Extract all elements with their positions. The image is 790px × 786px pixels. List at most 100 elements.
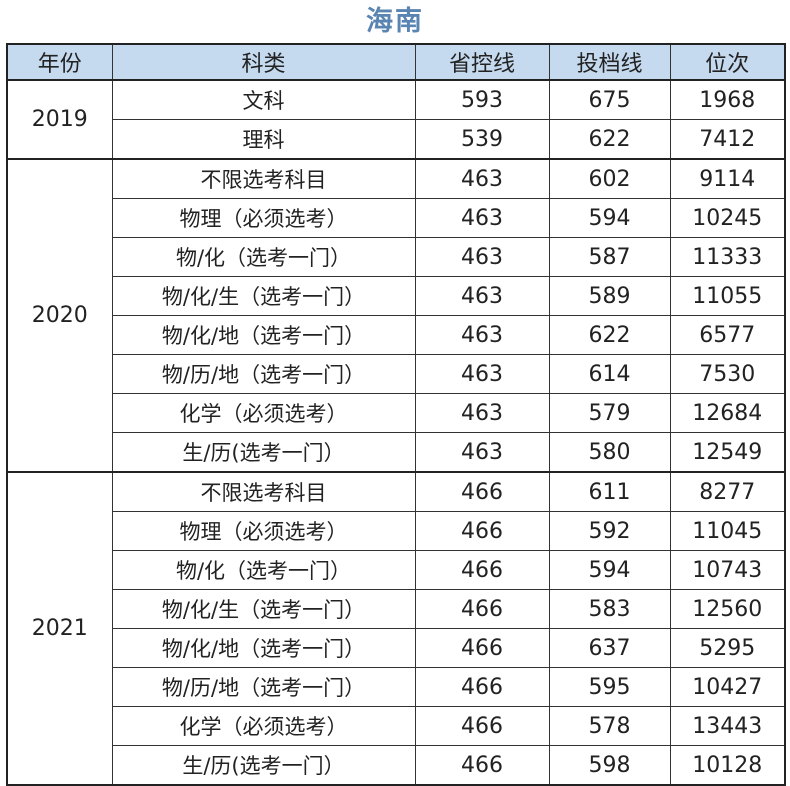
cutoff-line-cell: 580	[548, 432, 671, 473]
provincial-line-cell: 463	[414, 354, 550, 394]
cutoff-line-cell: 602	[548, 158, 671, 199]
rank-cell: 12560	[669, 589, 786, 629]
provincial-line-cell: 463	[414, 393, 550, 433]
provincial-line-cell: 466	[414, 471, 550, 512]
category-cell: 物/化/生（选考一门）	[111, 589, 416, 629]
rank-cell: 10427	[669, 667, 786, 707]
rank-cell: 9114	[669, 158, 786, 199]
table-row: 物/化/生（选考一门） 466 583 12560	[7, 589, 786, 629]
provincial-line-cell: 463	[414, 432, 550, 473]
provincial-line-cell: 466	[414, 628, 550, 668]
cutoff-line-cell: 587	[548, 237, 671, 277]
year-cell: 2020	[6, 158, 113, 473]
category-cell: 不限选考科目	[111, 158, 416, 199]
admission-score-table: 年份 科类 省控线 投档线 位次 2019 文科 593 675 1968 理科 539 62…	[6, 43, 786, 786]
cutoff-line-cell: 589	[548, 276, 671, 316]
provincial-line-cell: 463	[414, 237, 550, 277]
table-row: 化学（必须选考） 463 579 12684	[7, 393, 786, 433]
rank-cell: 12684	[669, 393, 786, 433]
table-row: 物/化/地（选考一门） 463 622 6577	[7, 315, 786, 355]
rank-cell: 1968	[669, 79, 786, 120]
table-body: 2019 文科 593 675 1968 理科 539 622 7412 2020 不限选考科目 46…	[6, 79, 786, 786]
table-row: 2020 不限选考科目 463 602 9114	[6, 158, 786, 473]
rank-cell: 7530	[669, 354, 786, 394]
category-cell: 物/化（选考一门）	[111, 550, 416, 590]
rank-cell: 11045	[669, 511, 786, 551]
cutoff-line-cell: 622	[548, 315, 671, 355]
cutoff-line-cell: 595	[548, 667, 671, 707]
cutoff-line-cell: 583	[548, 589, 671, 629]
year-cell: 2019	[6, 79, 113, 160]
header-category: 科类	[111, 43, 416, 81]
table-row: 物/化（选考一门） 466 594 10743	[7, 550, 786, 590]
header-year: 年份	[6, 43, 113, 81]
category-cell: 物/化/地（选考一门）	[111, 315, 416, 355]
cutoff-line-cell: 594	[548, 198, 671, 238]
table-row: 物理（必须选考） 463 594 10245	[7, 198, 786, 238]
rank-cell: 6577	[669, 315, 786, 355]
rank-cell: 11333	[669, 237, 786, 277]
category-cell: 文科	[111, 79, 416, 120]
table-row: 生/历(选考一门） 466 598 10128	[7, 745, 786, 786]
rank-cell: 11055	[669, 276, 786, 316]
category-cell: 生/历(选考一门）	[111, 432, 416, 473]
rank-cell: 7412	[669, 119, 786, 160]
header-cutoff-line: 投档线	[548, 43, 671, 81]
rank-cell: 8277	[669, 471, 786, 512]
category-cell: 化学（必须选考）	[111, 706, 416, 746]
category-cell: 化学（必须选考）	[111, 393, 416, 433]
table-row: 物/历/地（选考一门） 466 595 10427	[7, 667, 786, 707]
cutoff-line-cell: 579	[548, 393, 671, 433]
provincial-line-cell: 466	[414, 667, 550, 707]
category-cell: 物/历/地（选考一门）	[111, 354, 416, 394]
category-cell: 物/化（选考一门）	[111, 237, 416, 277]
table-row: 生/历(选考一门） 463 580 12549	[7, 432, 786, 473]
rank-cell: 10743	[669, 550, 786, 590]
table-header-row: 年份 科类 省控线 投档线 位次	[6, 43, 786, 81]
category-cell: 物理（必须选考）	[111, 511, 416, 551]
cutoff-line-cell: 622	[548, 119, 671, 160]
table-row: 物/化（选考一门） 463 587 11333	[7, 237, 786, 277]
category-cell: 物/化/地（选考一门）	[111, 628, 416, 668]
rank-cell: 10128	[669, 745, 786, 786]
cutoff-line-cell: 594	[548, 550, 671, 590]
category-cell: 物/化/生（选考一门）	[111, 276, 416, 316]
category-cell: 物/历/地（选考一门）	[111, 667, 416, 707]
table-row: 2021 不限选考科目 466 611 8277	[6, 471, 786, 786]
rank-cell: 5295	[669, 628, 786, 668]
cutoff-line-cell: 592	[548, 511, 671, 551]
category-cell: 理科	[111, 119, 416, 160]
cutoff-line-cell: 614	[548, 354, 671, 394]
provincial-line-cell: 466	[414, 745, 550, 786]
provincial-line-cell: 539	[414, 119, 550, 160]
year-cell: 2021	[6, 471, 113, 786]
header-rank: 位次	[669, 43, 786, 81]
rank-cell: 10245	[669, 198, 786, 238]
table-row: 物/历/地（选考一门） 463 614 7530	[7, 354, 786, 394]
table-row: 物/化/地（选考一门） 466 637 5295	[7, 628, 786, 668]
provincial-line-cell: 466	[414, 550, 550, 590]
category-cell: 物理（必须选考）	[111, 198, 416, 238]
header-provincial-line: 省控线	[414, 43, 550, 81]
provincial-line-cell: 463	[414, 276, 550, 316]
rank-cell: 12549	[669, 432, 786, 473]
table-row: 物理（必须选考） 466 592 11045	[7, 511, 786, 551]
cutoff-line-cell: 675	[548, 79, 671, 120]
cutoff-line-cell: 637	[548, 628, 671, 668]
table-row: 2019 文科 593 675 1968	[6, 79, 786, 160]
provincial-line-cell: 466	[414, 511, 550, 551]
cutoff-line-cell: 578	[548, 706, 671, 746]
provincial-line-cell: 463	[414, 315, 550, 355]
provincial-line-cell: 466	[414, 589, 550, 629]
cutoff-line-cell: 598	[548, 745, 671, 786]
page-title: 海南	[366, 6, 424, 37]
provincial-line-cell: 463	[414, 198, 550, 238]
cutoff-line-cell: 611	[548, 471, 671, 512]
table-row: 化学（必须选考） 466 578 13443	[7, 706, 786, 746]
provincial-line-cell: 463	[414, 158, 550, 199]
rank-cell: 13443	[669, 706, 786, 746]
table-row: 物/化/生（选考一门） 463 589 11055	[7, 276, 786, 316]
category-cell: 生/历(选考一门）	[111, 745, 416, 786]
category-cell: 不限选考科目	[111, 471, 416, 512]
provincial-line-cell: 466	[414, 706, 550, 746]
